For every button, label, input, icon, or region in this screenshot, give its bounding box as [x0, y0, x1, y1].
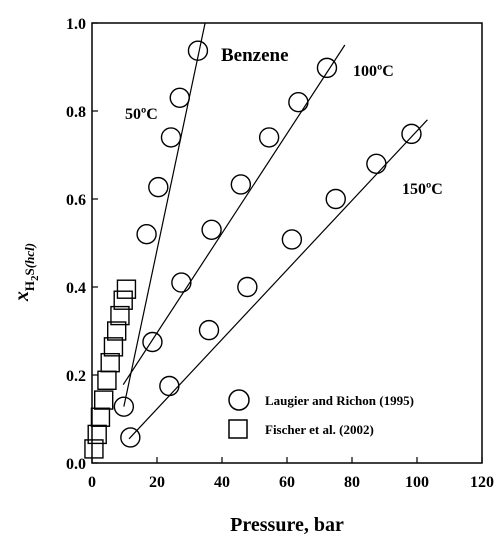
y-tick-label-1: 0.2	[66, 368, 86, 385]
y-axis-title: xH2S(hcl)	[11, 243, 41, 302]
data-markers	[84, 40, 422, 459]
legend-label-laugier: Laugier and Richon (1995)	[265, 393, 414, 408]
circle-point-0-2	[148, 176, 169, 198]
circle-point-0-4	[169, 87, 190, 109]
circle-point-2-1	[159, 375, 180, 397]
circle-point-2-6	[366, 153, 387, 175]
annotation-benzene: Benzene	[221, 45, 289, 66]
x-tick-label-3: 60	[279, 474, 295, 491]
legend: Laugier and Richon (1995) Fischer et al.…	[228, 389, 414, 439]
circle-point-1-0	[142, 331, 163, 353]
y-tick-label-0: 0.0	[66, 456, 86, 473]
circle-point-2-3	[237, 276, 258, 298]
square-point-0-10	[116, 279, 137, 299]
square-point-0-2	[90, 407, 111, 427]
y-axis-title-h: H	[22, 281, 37, 291]
circle-point-2-2	[198, 319, 220, 341]
circle-point-2-4	[281, 229, 303, 250]
circle-point-2-5	[325, 188, 346, 210]
y-tick-label-2: 0.4	[66, 280, 86, 297]
circle-point-1-2	[201, 219, 222, 241]
annotation-100c: 100ºC	[353, 63, 394, 80]
x-tick-label-4: 80	[344, 474, 360, 491]
circle-point-1-4	[258, 127, 280, 148]
y-tick-label-4: 0.8	[66, 104, 86, 121]
square-point-0-4	[97, 370, 117, 390]
square-point-0-6	[103, 337, 124, 357]
circle-point-0-1	[136, 223, 157, 245]
circle-point-1-5	[288, 91, 309, 113]
circle-point-0-0	[113, 396, 135, 417]
legend-marker-fischer	[228, 419, 248, 439]
circle-point-2-7	[401, 123, 422, 145]
x-tick-label-0: 0	[88, 474, 96, 491]
x-axis-title: Pressure, bar	[230, 514, 344, 536]
legend-label-fischer: Fischer et al. (2002)	[265, 422, 374, 437]
square-point-0-5	[100, 352, 120, 373]
circle-point-1-6	[316, 57, 338, 79]
legend-marker-laugier	[228, 389, 250, 411]
y-axis-title-2: 2	[29, 275, 41, 281]
fit-line-0	[123, 22, 206, 407]
x-tick-label-2: 40	[214, 474, 230, 491]
square-point-0-1	[87, 424, 107, 445]
fit-line-2	[128, 119, 428, 440]
circle-point-0-5	[187, 40, 209, 61]
square-point-0-3	[93, 390, 114, 410]
axis-ticks: 0 20 40 60 80 100 120 0.0 0.2 0.4 0.6 0.8 1.0	[66, 16, 494, 491]
annotation-150c: 150ºC	[402, 181, 443, 198]
circle-point-2-0	[120, 427, 141, 448]
x-tick-label-6: 120	[470, 474, 494, 491]
annotation-50c: 50ºC	[125, 106, 158, 123]
y-tick-label-5: 1.0	[66, 16, 86, 33]
square-point-0-8	[110, 305, 130, 326]
circle-point-0-3	[160, 127, 182, 148]
x-tick-label-5: 100	[405, 474, 429, 491]
square-point-0-7	[106, 321, 127, 341]
circle-point-1-1	[171, 272, 192, 293]
square-point-0-0	[84, 439, 104, 459]
y-axis-title-hcl: (hcl)	[22, 243, 37, 268]
y-axis-title-s: S	[22, 268, 37, 275]
circle-point-1-3	[230, 174, 252, 195]
square-point-0-9	[113, 290, 133, 310]
y-axis-title-x: x	[11, 291, 33, 302]
x-tick-label-1: 20	[149, 474, 165, 491]
y-tick-label-3: 0.6	[66, 192, 86, 209]
